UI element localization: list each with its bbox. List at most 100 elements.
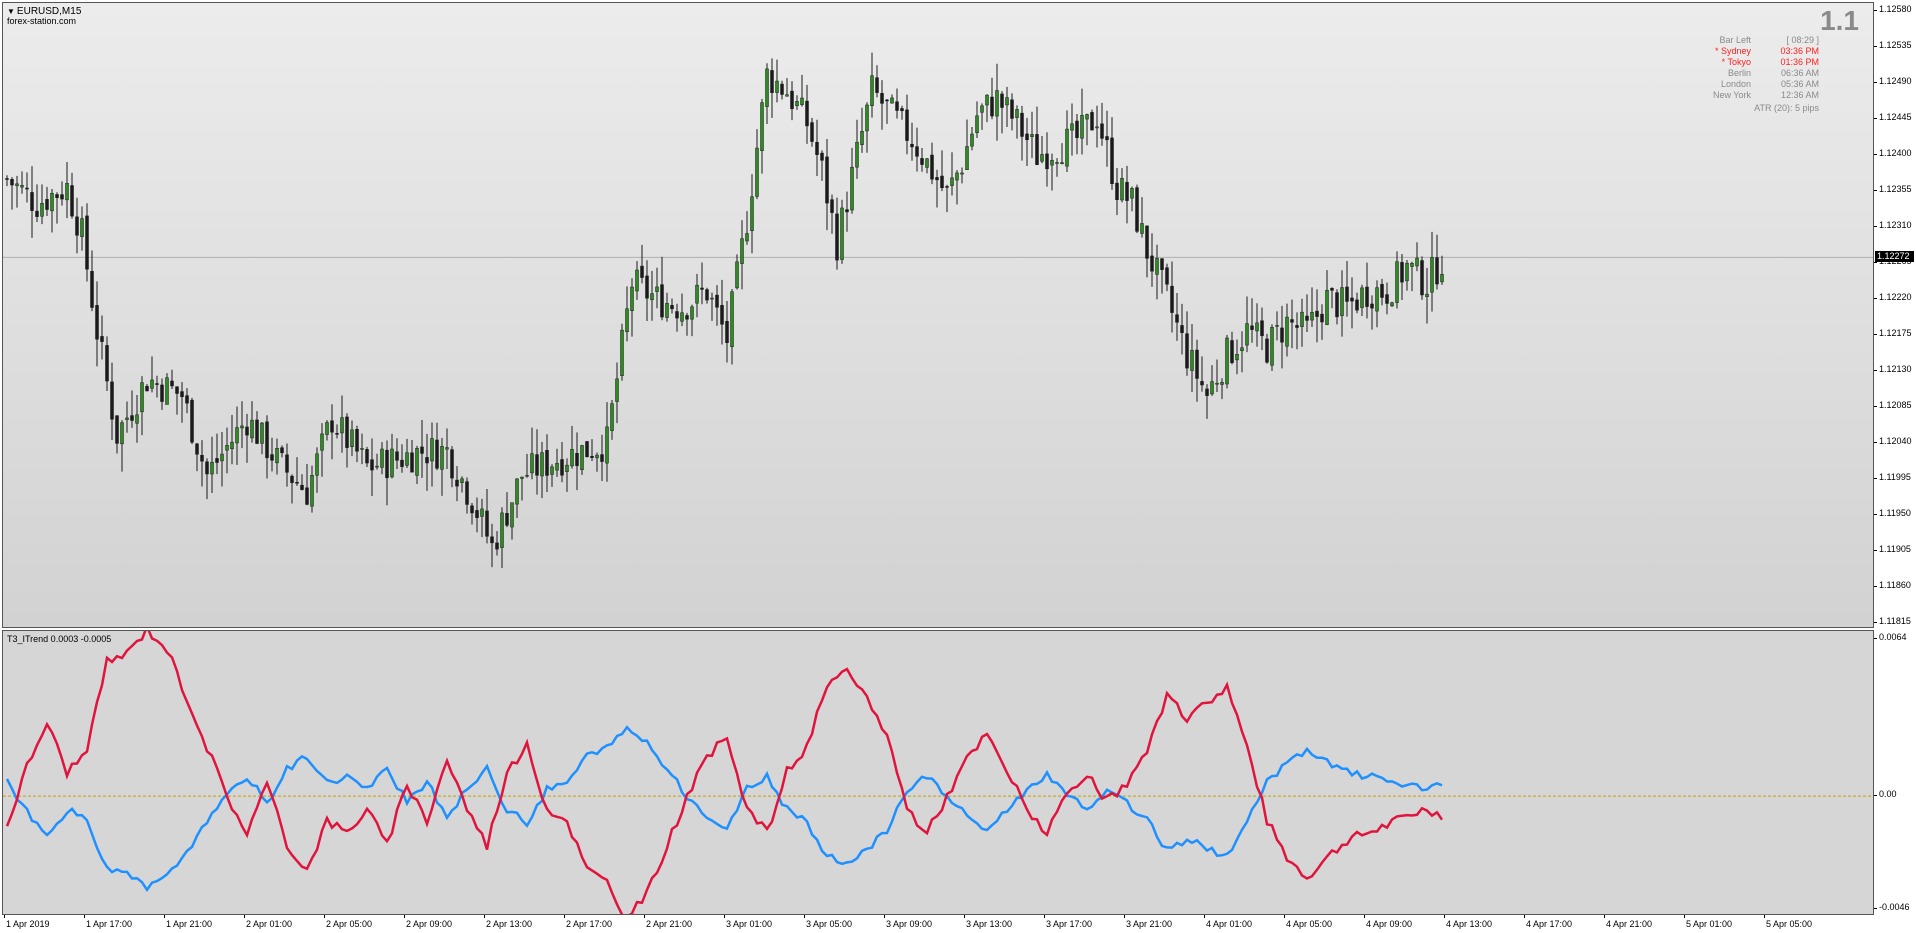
- candle-body: [230, 441, 234, 450]
- candle-body: [20, 185, 24, 188]
- candle-body: [765, 68, 769, 107]
- candle-body: [285, 454, 289, 473]
- indicator-axis[interactable]: 0.0064 0.00 -0.0046: [1874, 628, 1916, 915]
- indicator-chart[interactable]: [3, 631, 1873, 914]
- candle-body: [710, 297, 714, 300]
- candle: [520, 476, 524, 501]
- candle: [855, 119, 859, 179]
- candle: [1435, 234, 1439, 290]
- candle-body: [1085, 114, 1089, 120]
- session-row: Bar Left [ 08:29 ]: [1689, 35, 1819, 46]
- candle-body: [25, 187, 29, 190]
- candle-body: [435, 439, 439, 469]
- candle: [285, 443, 289, 487]
- candle: [565, 458, 569, 492]
- candle-body: [485, 510, 489, 537]
- candle: [1020, 105, 1024, 161]
- price-tick: [1874, 586, 1877, 587]
- candle-body: [1325, 289, 1329, 325]
- candle-body: [205, 461, 209, 475]
- candle-body: [545, 450, 549, 476]
- candle: [195, 442, 199, 472]
- candle-body: [650, 293, 654, 301]
- candle-body: [425, 457, 429, 464]
- session-value: 03:36 PM: [1780, 46, 1819, 56]
- candle: [1060, 143, 1064, 165]
- time-tick: [1444, 915, 1445, 918]
- candle-body: [45, 199, 49, 210]
- candle-body: [210, 461, 214, 475]
- candle: [395, 438, 399, 469]
- candle-body: [715, 294, 719, 308]
- candle: [60, 181, 64, 206]
- candle: [440, 437, 444, 496]
- symbol-title[interactable]: ▼ EURUSD,M15: [7, 6, 81, 17]
- price-axis[interactable]: 1.12580 1.12535 1.12490 1.12445 1.12400 1.123…: [1874, 0, 1916, 628]
- candle-body: [1385, 294, 1389, 304]
- candle-body: [570, 449, 574, 467]
- candle-body: [780, 83, 784, 95]
- candle-body: [670, 305, 674, 310]
- candle-body: [1290, 319, 1294, 323]
- candle-body: [910, 143, 914, 148]
- candle-body: [1055, 162, 1059, 164]
- price-tick: [1874, 406, 1877, 407]
- watermark: forex-station.com: [7, 16, 77, 26]
- candle-body: [150, 379, 154, 389]
- candle-body: [445, 447, 449, 450]
- candle-body: [880, 93, 884, 104]
- time-label: 2 Apr 13:00: [486, 919, 533, 929]
- price-label: 1.12310: [1879, 220, 1912, 230]
- candle: [540, 441, 544, 499]
- triangle-down-icon[interactable]: ▼: [7, 7, 15, 16]
- current-price-badge: 1.12272: [1875, 251, 1914, 263]
- candle: [780, 80, 784, 100]
- candle: [985, 94, 989, 123]
- candle: [150, 356, 154, 393]
- candle-body: [675, 311, 679, 319]
- candle: [1065, 110, 1069, 173]
- candle-body: [1000, 93, 1004, 108]
- candle-body: [1375, 287, 1379, 312]
- indicator-panel[interactable]: T3_ITrend 0.0003 -0.0005: [2, 630, 1874, 915]
- candle: [1025, 117, 1029, 166]
- red-series-line: [5, 631, 1444, 914]
- candle-body: [620, 329, 624, 376]
- candle: [840, 199, 844, 264]
- candle-body: [340, 417, 344, 434]
- candle-body: [280, 447, 284, 454]
- candle: [380, 442, 384, 475]
- candle-body: [645, 275, 649, 299]
- candle: [1170, 261, 1174, 333]
- candle: [225, 427, 229, 474]
- candle: [735, 254, 739, 290]
- candle: [500, 507, 504, 568]
- candle-body: [690, 306, 694, 320]
- candle: [535, 429, 539, 495]
- candle: [675, 303, 679, 332]
- candle-body: [1250, 325, 1254, 330]
- candle: [220, 432, 224, 487]
- candle-body: [855, 141, 859, 168]
- time-label: 2 Apr 21:00: [646, 919, 693, 929]
- price-tick: [1874, 514, 1877, 515]
- time-tick: [1284, 915, 1285, 918]
- candle: [1175, 293, 1179, 341]
- main-price-panel[interactable]: ▼ EURUSD,M15 forex-station.com 1.1 Bar L…: [2, 2, 1874, 628]
- time-axis[interactable]: 1 Apr 2019 1 Apr 17:00 1 Apr 21:00 2 Apr 01…: [0, 915, 1874, 933]
- candle-body: [870, 75, 874, 106]
- candle: [1080, 88, 1084, 155]
- candle-body: [900, 108, 904, 112]
- candle: [715, 285, 719, 326]
- candle-body: [375, 465, 379, 468]
- candle-body: [270, 454, 274, 461]
- candle: [1285, 303, 1289, 357]
- candle: [1360, 284, 1364, 317]
- candle: [305, 463, 309, 506]
- candle-body: [1245, 323, 1249, 346]
- candle: [730, 289, 734, 365]
- candle-body: [1210, 381, 1214, 395]
- candle-body: [750, 196, 754, 232]
- candlestick-chart[interactable]: [3, 3, 1873, 627]
